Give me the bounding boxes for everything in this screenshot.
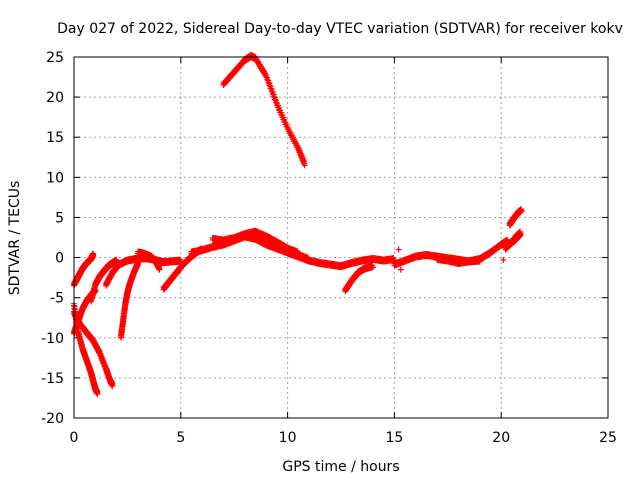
y-tick-label: -20 — [41, 411, 64, 427]
x-tick-label: 20 — [492, 430, 510, 446]
series-arc-4 — [71, 250, 97, 289]
x-tick-label: 15 — [385, 430, 403, 446]
data-point — [263, 72, 270, 79]
data-point — [517, 232, 524, 239]
grid — [74, 57, 608, 418]
data-point — [90, 252, 97, 259]
series-arc-14 — [342, 262, 377, 295]
data-point — [266, 80, 273, 87]
x-tick-label: 25 — [599, 430, 617, 446]
data-point — [94, 390, 101, 397]
y-axis-label: SDTVAR / TECUs — [7, 181, 23, 296]
series-arc-17 — [506, 206, 525, 229]
x-tick-label: 0 — [70, 430, 79, 446]
series-arc-6 — [117, 259, 142, 341]
x-axis-label: GPS time / hours — [282, 459, 399, 475]
data-point — [518, 208, 525, 215]
data-point — [268, 86, 275, 93]
y-tick-label: -5 — [50, 291, 64, 307]
data-point — [269, 88, 276, 95]
data-point — [267, 83, 274, 90]
data-point — [272, 97, 279, 104]
plot-area — [71, 51, 525, 397]
series-arc-16 — [434, 236, 511, 267]
data-point — [265, 77, 272, 84]
chart-title: Day 027 of 2022, Sidereal Day-to-day VTE… — [57, 21, 623, 37]
data-point — [264, 74, 271, 81]
y-tick-label: 10 — [46, 170, 64, 186]
data-point — [301, 162, 308, 169]
data-point — [370, 264, 377, 271]
y-tick-label: -10 — [41, 331, 64, 347]
series-arc-1 — [71, 300, 101, 397]
y-axis-ticks: -20 -15 -10 -5 0 5 10 15 20 25 — [41, 50, 608, 427]
data-point — [500, 256, 507, 263]
series-arc-12 — [220, 51, 308, 169]
y-tick-label: 20 — [46, 90, 64, 106]
plot-frame — [73, 56, 609, 419]
x-axis-ticks: 0 5 10 15 20 25 — [70, 57, 617, 446]
data-point — [270, 91, 277, 98]
data-point — [109, 382, 116, 389]
data-point — [95, 347, 102, 354]
data-point — [271, 94, 278, 101]
series-arc-19 — [506, 230, 524, 249]
x-tick-label: 5 — [176, 430, 185, 446]
data-point — [156, 266, 163, 273]
series-arc-8 — [135, 248, 163, 273]
series-arc-13 — [284, 248, 398, 271]
outliers — [395, 246, 507, 273]
data-point — [395, 246, 402, 253]
y-tick-label: 15 — [46, 130, 64, 146]
y-tick-label: -15 — [41, 371, 64, 387]
series-arc-5 — [88, 256, 120, 305]
data-point — [397, 266, 404, 273]
data-point — [301, 158, 308, 165]
y-tick-label: 5 — [55, 210, 64, 226]
x-tick-label: 10 — [279, 430, 297, 446]
y-tick-label: 25 — [46, 50, 64, 66]
y-tick-label: 0 — [55, 251, 64, 267]
series-arc-9 — [160, 245, 206, 293]
